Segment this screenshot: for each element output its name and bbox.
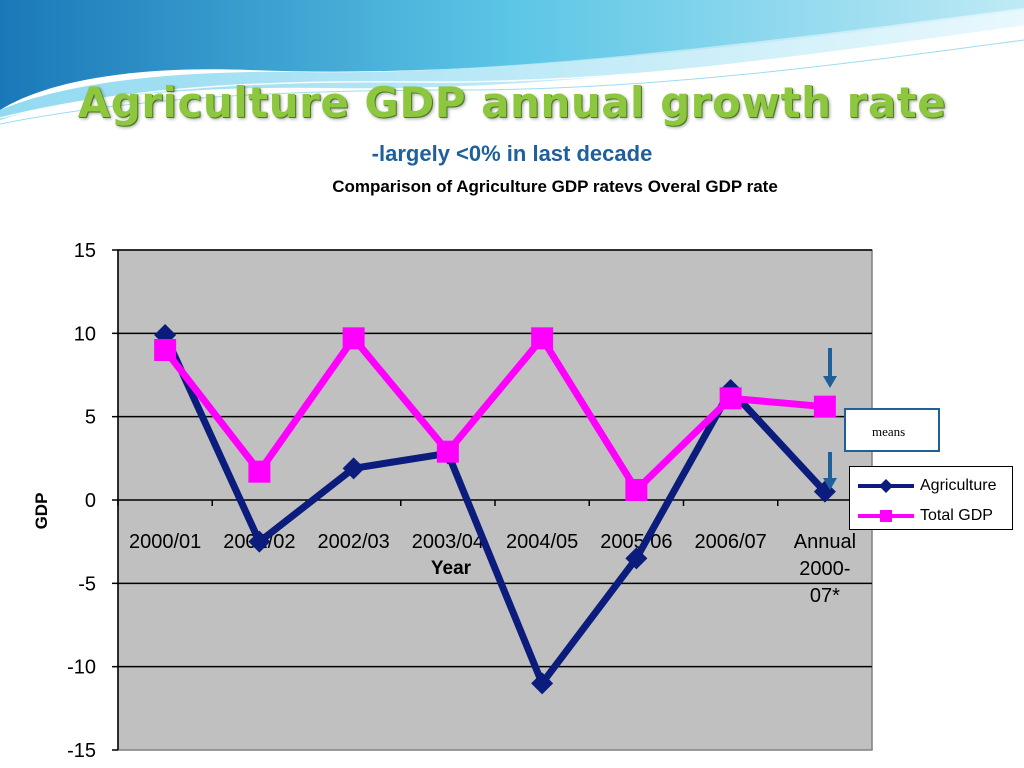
x-axis-title: Year bbox=[431, 558, 472, 579]
data-point-agriculture bbox=[531, 672, 554, 695]
diamond-marker-icon bbox=[858, 479, 914, 493]
legend-item-agriculture: Agriculture bbox=[850, 475, 1012, 497]
x-tick-label: 2003/04 bbox=[412, 531, 484, 553]
data-point-total-gdp bbox=[531, 327, 554, 350]
data-point-total-gdp bbox=[719, 387, 742, 410]
legend-label: Total GDP bbox=[920, 507, 993, 524]
y-tick-label: 15 bbox=[74, 240, 96, 262]
y-tick-label: 10 bbox=[74, 323, 96, 345]
annotation-callout-box: means bbox=[844, 408, 940, 452]
x-tick-label: 2002/03 bbox=[317, 531, 389, 553]
y-axis-ticks: 15 10 5 0 -5 -10 -15 bbox=[67, 240, 119, 762]
x-tick-label: 2006/07 bbox=[694, 531, 766, 553]
data-point-agriculture bbox=[625, 547, 648, 570]
legend-label: Agriculture bbox=[920, 477, 997, 494]
y-axis-title: GDP bbox=[32, 493, 51, 530]
square-marker-icon bbox=[858, 510, 914, 522]
data-point-agriculture bbox=[248, 530, 271, 553]
data-point-agriculture bbox=[342, 457, 365, 480]
data-point-total-gdp bbox=[154, 339, 177, 361]
y-tick-label: 0 bbox=[85, 490, 96, 512]
slide-title: Agriculture GDP annual growth rate bbox=[77, 78, 947, 127]
data-point-total-gdp bbox=[813, 395, 836, 418]
y-tick-label: -10 bbox=[67, 657, 96, 679]
x-tick-label: 2000/01 bbox=[129, 531, 201, 553]
y-tick-label: -15 bbox=[67, 740, 96, 762]
data-point-total-gdp bbox=[625, 479, 648, 501]
legend-item-total-gdp: Total GDP bbox=[850, 505, 1012, 527]
annotation-arrow-down-icon bbox=[823, 452, 837, 490]
data-point-total-gdp bbox=[248, 460, 271, 483]
x-tick-label: 2005/06 bbox=[600, 531, 672, 553]
series-group bbox=[154, 324, 836, 695]
data-point-total-gdp bbox=[342, 327, 365, 350]
slide-subtitle: -largely <0% in last decade bbox=[371, 141, 653, 166]
x-tick-label: 2004/05 bbox=[506, 531, 578, 553]
y-tick-label: 5 bbox=[85, 407, 96, 429]
y-tick-label: -5 bbox=[78, 573, 96, 595]
chart-legend: Agriculture Total GDP bbox=[849, 466, 1013, 530]
callout-text: means bbox=[872, 424, 906, 439]
series-line-total-gdp bbox=[162, 334, 826, 494]
chart-title: Comparison of Agriculture GDP ratevs Ove… bbox=[332, 177, 778, 196]
x-tick-label: Annual 2000-07* bbox=[794, 531, 856, 607]
header-wave-decoration bbox=[0, 0, 1024, 125]
x-axis-ticks: 2000/012001/022002/032003/042004/052005/… bbox=[117, 500, 873, 607]
annotation-arrow-down-icon bbox=[823, 348, 837, 388]
data-point-total-gdp bbox=[436, 440, 459, 463]
